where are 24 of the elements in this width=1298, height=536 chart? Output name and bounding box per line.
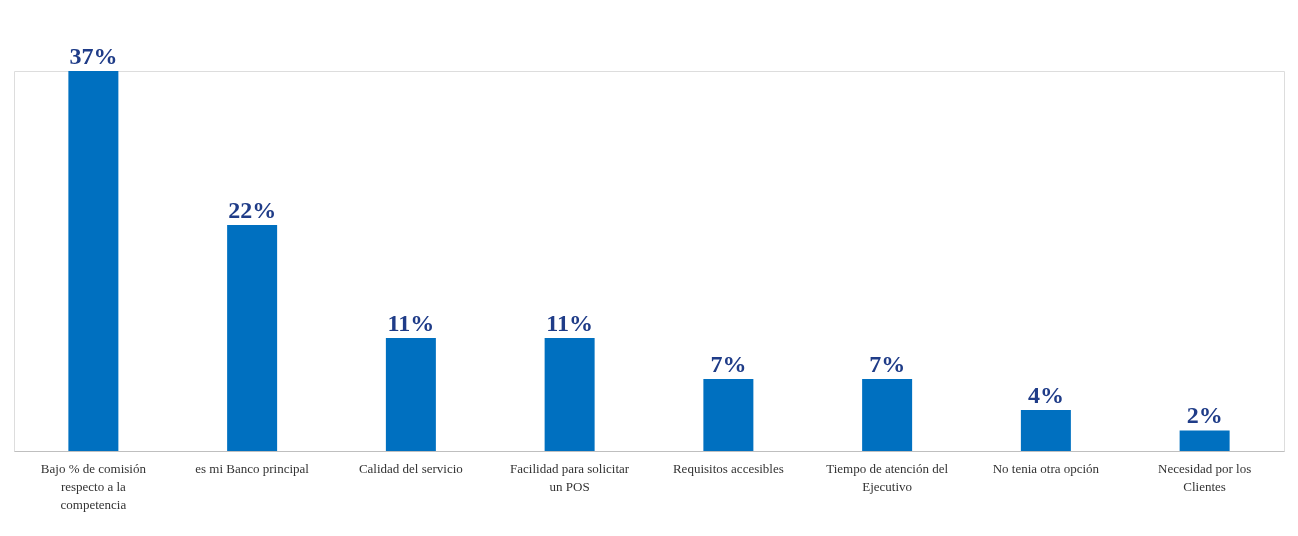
data-label: 2%	[1186, 402, 1223, 429]
bar	[68, 71, 119, 451]
data-label: 7%	[869, 351, 906, 378]
data-label: 7%	[710, 351, 747, 378]
x-tick-label: Necesidad por los Clientes	[1158, 461, 1252, 494]
data-label: 11%	[387, 310, 435, 337]
bar	[1179, 430, 1230, 451]
bar	[1020, 409, 1071, 451]
x-tick-label: Requisitos accesibles	[672, 461, 784, 476]
bar	[385, 338, 436, 451]
x-tick-label: Tiempo de atención del Ejecutivo	[826, 461, 949, 494]
x-tick-label: Calidad del servicio	[358, 461, 463, 476]
data-label: 37%	[69, 43, 118, 69]
data-label: 11%	[546, 310, 593, 337]
x-tick-label: No tenia otra opción	[992, 461, 1100, 476]
x-tick-label: Bajo % de comisión respecto a la competencia	[40, 461, 147, 512]
bar	[862, 379, 913, 451]
bar	[544, 338, 595, 451]
data-label: 22%	[228, 197, 277, 224]
data-label: 4%	[1027, 381, 1064, 408]
bar	[703, 379, 754, 451]
bar	[227, 225, 278, 451]
x-tick-label: es mi Banco principal	[195, 461, 310, 476]
x-tick-label: Facilidad para solicitar un POS	[510, 461, 630, 494]
